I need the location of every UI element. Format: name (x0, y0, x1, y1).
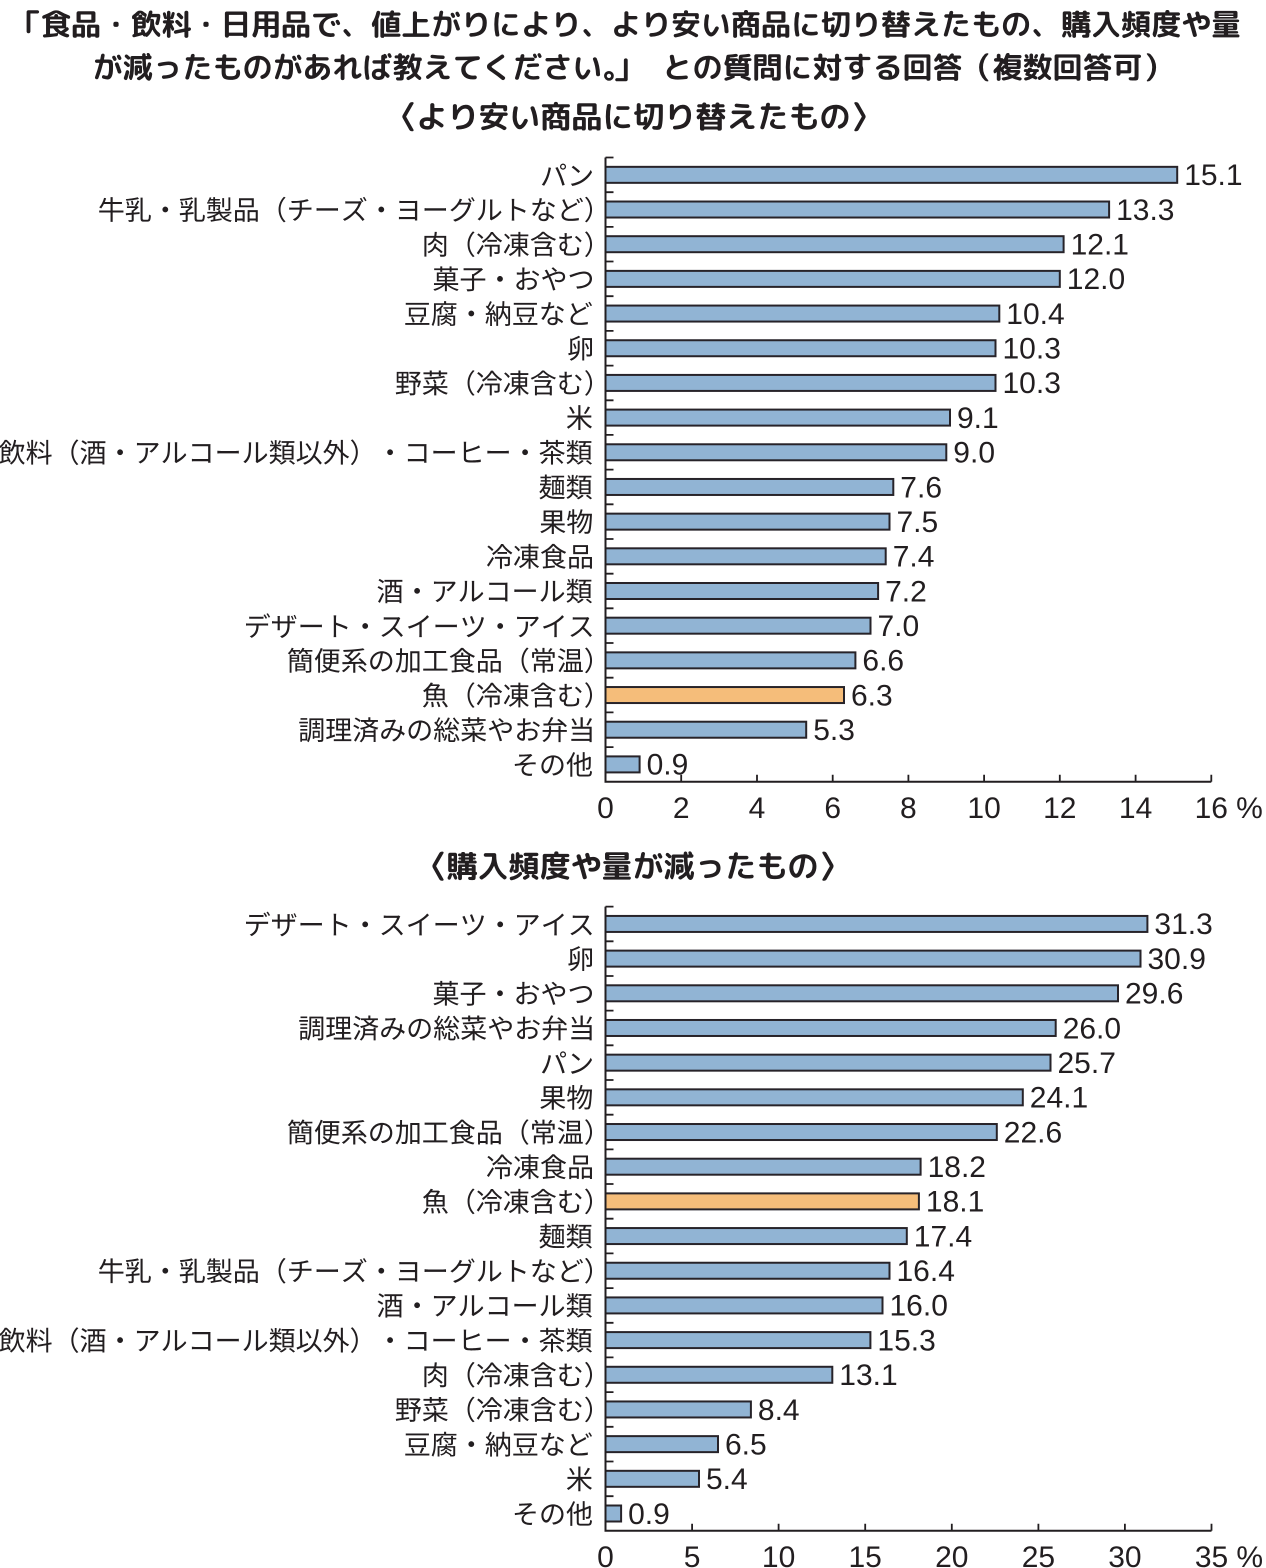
svg-text:22.6: 22.6 (1004, 1116, 1062, 1149)
svg-text:%: % (1236, 792, 1263, 825)
svg-text:7.4: 7.4 (893, 541, 935, 574)
svg-text:7.5: 7.5 (897, 506, 939, 539)
svg-text:6: 6 (824, 792, 841, 825)
svg-text:31.3: 31.3 (1154, 908, 1212, 941)
svg-text:%: % (1236, 1541, 1263, 1568)
svg-text:25: 25 (1022, 1541, 1055, 1568)
svg-text:16.4: 16.4 (897, 1255, 955, 1288)
svg-text:6.6: 6.6 (862, 645, 904, 678)
svg-text:10: 10 (762, 1541, 795, 1568)
svg-text:12: 12 (1043, 792, 1076, 825)
svg-text:29.6: 29.6 (1125, 978, 1183, 1011)
svg-text:18.1: 18.1 (926, 1186, 984, 1219)
svg-text:6.5: 6.5 (725, 1428, 767, 1461)
svg-text:5.4: 5.4 (706, 1463, 748, 1496)
svg-text:26.0: 26.0 (1063, 1012, 1121, 1045)
svg-text:20: 20 (935, 1541, 968, 1568)
svg-text:7.2: 7.2 (885, 575, 927, 608)
svg-text:15.1: 15.1 (1184, 159, 1242, 192)
svg-text:12.1: 12.1 (1071, 229, 1129, 262)
svg-text:9.1: 9.1 (957, 402, 999, 435)
svg-text:15: 15 (849, 1541, 882, 1568)
svg-text:5: 5 (684, 1541, 701, 1568)
svg-text:13.3: 13.3 (1116, 194, 1174, 227)
svg-text:7.6: 7.6 (900, 471, 942, 504)
svg-text:14: 14 (1119, 792, 1152, 825)
svg-text:0: 0 (597, 792, 614, 825)
svg-text:0: 0 (597, 1541, 614, 1568)
svg-text:25.7: 25.7 (1058, 1047, 1116, 1080)
svg-text:17.4: 17.4 (914, 1220, 972, 1253)
svg-text:30.9: 30.9 (1148, 943, 1206, 976)
svg-text:10.3: 10.3 (1003, 333, 1061, 366)
svg-text:8: 8 (900, 792, 917, 825)
svg-text:4: 4 (749, 792, 766, 825)
svg-text:9.0: 9.0 (953, 437, 995, 470)
svg-text:8.4: 8.4 (758, 1394, 800, 1427)
svg-text:10: 10 (967, 792, 1000, 825)
svg-text:16.0: 16.0 (890, 1290, 948, 1323)
svg-text:5.3: 5.3 (813, 714, 855, 747)
svg-text:13.1: 13.1 (839, 1359, 897, 1392)
svg-text:10.3: 10.3 (1003, 367, 1061, 400)
svg-text:16: 16 (1195, 792, 1228, 825)
svg-text:0.9: 0.9 (628, 1498, 670, 1531)
svg-text:18.2: 18.2 (928, 1151, 986, 1184)
svg-text:15.3: 15.3 (877, 1324, 935, 1357)
svg-text:7.0: 7.0 (878, 610, 920, 643)
svg-text:24.1: 24.1 (1030, 1082, 1088, 1115)
svg-text:2: 2 (673, 792, 690, 825)
svg-text:10.4: 10.4 (1006, 298, 1064, 331)
svg-text:0.9: 0.9 (647, 749, 689, 782)
svg-text:6.3: 6.3 (851, 679, 893, 712)
svg-text:35: 35 (1195, 1541, 1228, 1568)
svg-text:12.0: 12.0 (1067, 263, 1125, 296)
svg-text:30: 30 (1108, 1541, 1141, 1568)
